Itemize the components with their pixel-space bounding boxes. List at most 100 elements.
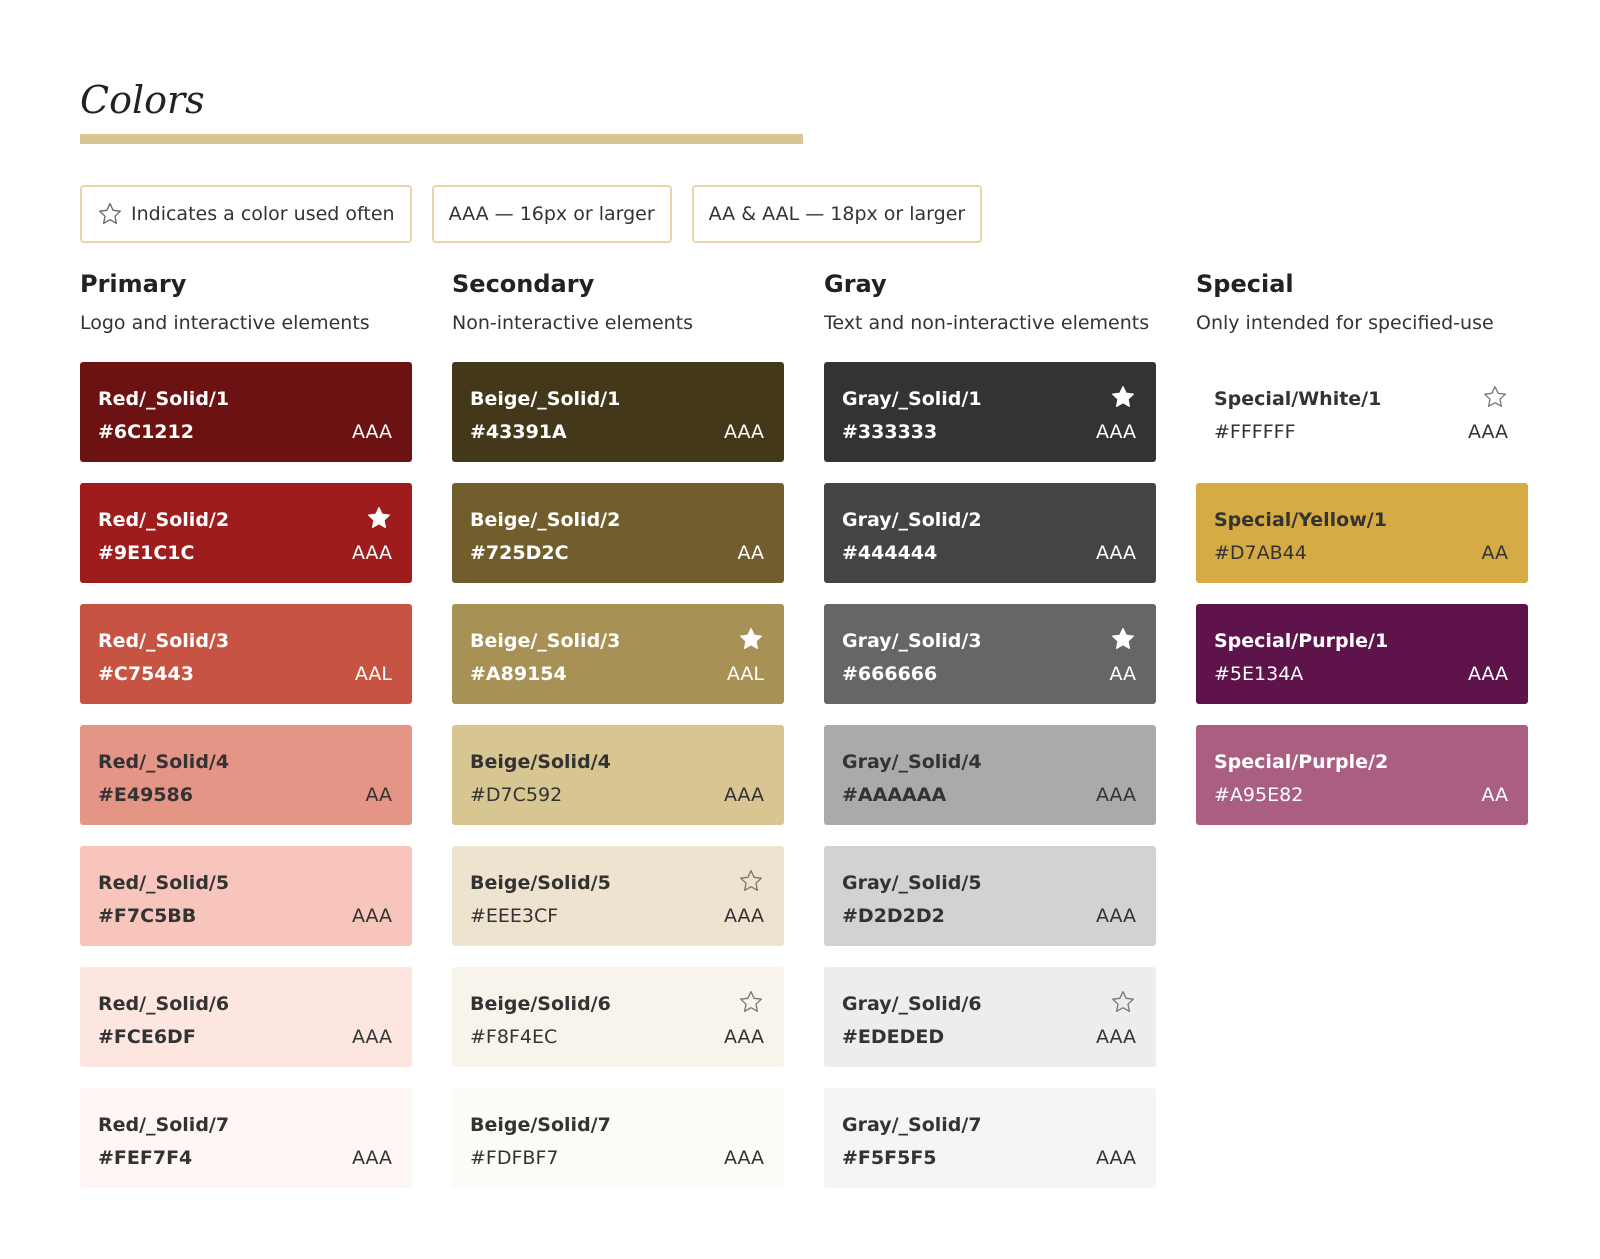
swatch-name: Beige/_Solid/2	[470, 509, 621, 531]
color-swatch: Red/_Solid/1 #6C1212 AAA	[80, 362, 412, 462]
contrast-rating: AAA	[1095, 905, 1136, 927]
contrast-rating: AAA	[723, 1026, 764, 1048]
color-swatch: Special/Yellow/1 #D7AB44 AA	[1196, 483, 1528, 583]
contrast-rating: AAA	[723, 1147, 764, 1169]
color-swatch: Special/Purple/1 #5E134A AAA	[1196, 604, 1528, 704]
swatch-name: Gray/_Solid/1	[842, 388, 982, 410]
contrast-rating: AAL	[726, 663, 764, 685]
contrast-rating: AAA	[351, 1026, 392, 1048]
contrast-rating: AA	[1481, 542, 1508, 564]
contrast-rating: AAA	[1467, 663, 1508, 685]
color-swatch: Red/_Solid/4 #E49586 AA	[80, 725, 412, 825]
column-special: Special Only intended for specified-use …	[1196, 268, 1528, 1188]
legend-label: Indicates a color used often	[131, 203, 395, 225]
swatch-hex: #FEF7F4	[98, 1147, 193, 1169]
contrast-rating: AAA	[1095, 421, 1136, 443]
color-swatch: Beige/Solid/7 #FDFBF7 AAA	[452, 1088, 784, 1188]
swatch-hex: #5E134A	[1214, 663, 1304, 685]
star-outline-icon	[97, 201, 123, 227]
color-swatch: Beige/Solid/5 #EEE3CF AAA	[452, 846, 784, 946]
column-title: Primary	[80, 270, 187, 298]
swatch-name: Red/_Solid/7	[98, 1114, 230, 1136]
swatch-hex: #444444	[842, 542, 938, 564]
swatch-name: Red/_Solid/6	[98, 993, 230, 1015]
contrast-rating: AAA	[723, 421, 764, 443]
column-description: Non-interactive elements	[452, 312, 694, 334]
star-outline-icon	[738, 868, 764, 894]
legend-label: AA & AAL — 18px or larger	[708, 203, 966, 225]
star-outline-icon	[738, 989, 764, 1015]
contrast-rating: AAA	[1095, 784, 1136, 806]
contrast-rating: AA	[1109, 663, 1136, 685]
column-primary: Primary Logo and interactive elements Re…	[80, 268, 412, 1188]
contrast-rating: AA	[365, 784, 392, 806]
swatch-hex: #FFFFFF	[1214, 421, 1296, 443]
swatch-name: Gray/_Solid/3	[842, 630, 982, 652]
color-swatch: Beige/_Solid/1 #43391A AAA	[452, 362, 784, 462]
swatch-list: Red/_Solid/1 #6C1212 AAA Red/_Solid/2 #9E1C1…	[80, 362, 412, 1188]
swatch-name: Gray/_Solid/5	[842, 872, 982, 894]
swatch-hex: #AAAAAA	[842, 784, 947, 806]
color-swatch: Gray/_Solid/4 #AAAAAA AAA	[824, 725, 1156, 825]
color-swatch: Special/White/1 #FFFFFF AAA	[1196, 362, 1528, 462]
swatch-name: Beige/_Solid/1	[470, 388, 621, 410]
swatch-hex: #666666	[842, 663, 938, 685]
swatch-name: Gray/_Solid/6	[842, 993, 982, 1015]
swatch-hex: #F7C5BB	[98, 905, 197, 927]
swatch-name: Red/_Solid/5	[98, 872, 230, 894]
swatch-hex: #E49586	[98, 784, 193, 806]
legend-aaa: AAA — 16px or larger	[431, 185, 672, 243]
contrast-rating: AAA	[351, 905, 392, 927]
color-swatch: Beige/Solid/6 #F8F4EC AAA	[452, 967, 784, 1067]
swatch-hex: #D7C592	[470, 784, 563, 806]
swatch-hex: #EDEDED	[842, 1026, 945, 1048]
color-swatch: Gray/_Solid/7 #F5F5F5 AAA	[824, 1088, 1156, 1188]
swatch-name: Gray/_Solid/2	[842, 509, 982, 531]
contrast-rating: AAA	[1095, 542, 1136, 564]
contrast-rating: AAA	[351, 421, 392, 443]
swatch-name: Special/White/1	[1214, 388, 1382, 410]
color-swatch: Gray/_Solid/5 #D2D2D2 AAA	[824, 846, 1156, 946]
color-columns: Primary Logo and interactive elements Re…	[80, 268, 1528, 1188]
contrast-rating: AAL	[354, 663, 392, 685]
color-swatch: Special/Purple/2 #A95E82 AA	[1196, 725, 1528, 825]
color-swatch: Gray/_Solid/1 #333333 AAA	[824, 362, 1156, 462]
page-title: Colors	[80, 78, 205, 122]
title-underline	[80, 134, 803, 144]
contrast-rating: AAA	[723, 784, 764, 806]
swatch-hex: #F5F5F5	[842, 1147, 937, 1169]
swatch-name: Special/Yellow/1	[1214, 509, 1387, 531]
legend: Indicates a color used often AAA — 16px …	[80, 185, 983, 243]
column-gray: Gray Text and non-interactive elements G…	[824, 268, 1156, 1188]
color-swatch: Red/_Solid/6 #FCE6DF AAA	[80, 967, 412, 1067]
star-filled-icon	[366, 505, 392, 531]
column-title: Gray	[824, 270, 887, 298]
star-outline-icon	[1110, 989, 1136, 1015]
column-secondary: Secondary Non-interactive elements Beige…	[452, 268, 784, 1188]
swatch-list: Gray/_Solid/1 #333333 AAA Gray/_Solid/2 #444…	[824, 362, 1156, 1188]
column-title: Secondary	[452, 270, 595, 298]
star-outline-icon	[1482, 384, 1508, 410]
swatch-name: Gray/_Solid/4	[842, 751, 982, 773]
color-swatch: Red/_Solid/7 #FEF7F4 AAA	[80, 1088, 412, 1188]
column-description: Text and non-interactive elements	[824, 312, 1150, 334]
swatch-hex: #C75443	[98, 663, 194, 685]
star-filled-icon	[1110, 626, 1136, 652]
color-swatch: Gray/_Solid/2 #444444 AAA	[824, 483, 1156, 583]
swatch-name: Beige/_Solid/3	[470, 630, 621, 652]
swatch-hex: #EEE3CF	[470, 905, 559, 927]
contrast-rating: AAA	[1095, 1147, 1136, 1169]
swatch-name: Beige/Solid/5	[470, 872, 611, 894]
swatch-hex: #43391A	[470, 421, 567, 443]
color-swatch: Gray/_Solid/6 #EDEDED AAA	[824, 967, 1156, 1067]
legend-label: AAA — 16px or larger	[448, 203, 655, 225]
swatch-hex: #FCE6DF	[98, 1026, 196, 1048]
star-filled-icon	[738, 626, 764, 652]
swatch-name: Beige/Solid/6	[470, 993, 611, 1015]
swatch-name: Red/_Solid/4	[98, 751, 230, 773]
contrast-rating: AAA	[1095, 1026, 1136, 1048]
swatch-name: Special/Purple/2	[1214, 751, 1389, 773]
swatch-hex: #725D2C	[470, 542, 569, 564]
swatch-list: Beige/_Solid/1 #43391A AAA Beige/_Solid/2 #7…	[452, 362, 784, 1188]
color-swatch: Beige/_Solid/3 #A89154 AAL	[452, 604, 784, 704]
